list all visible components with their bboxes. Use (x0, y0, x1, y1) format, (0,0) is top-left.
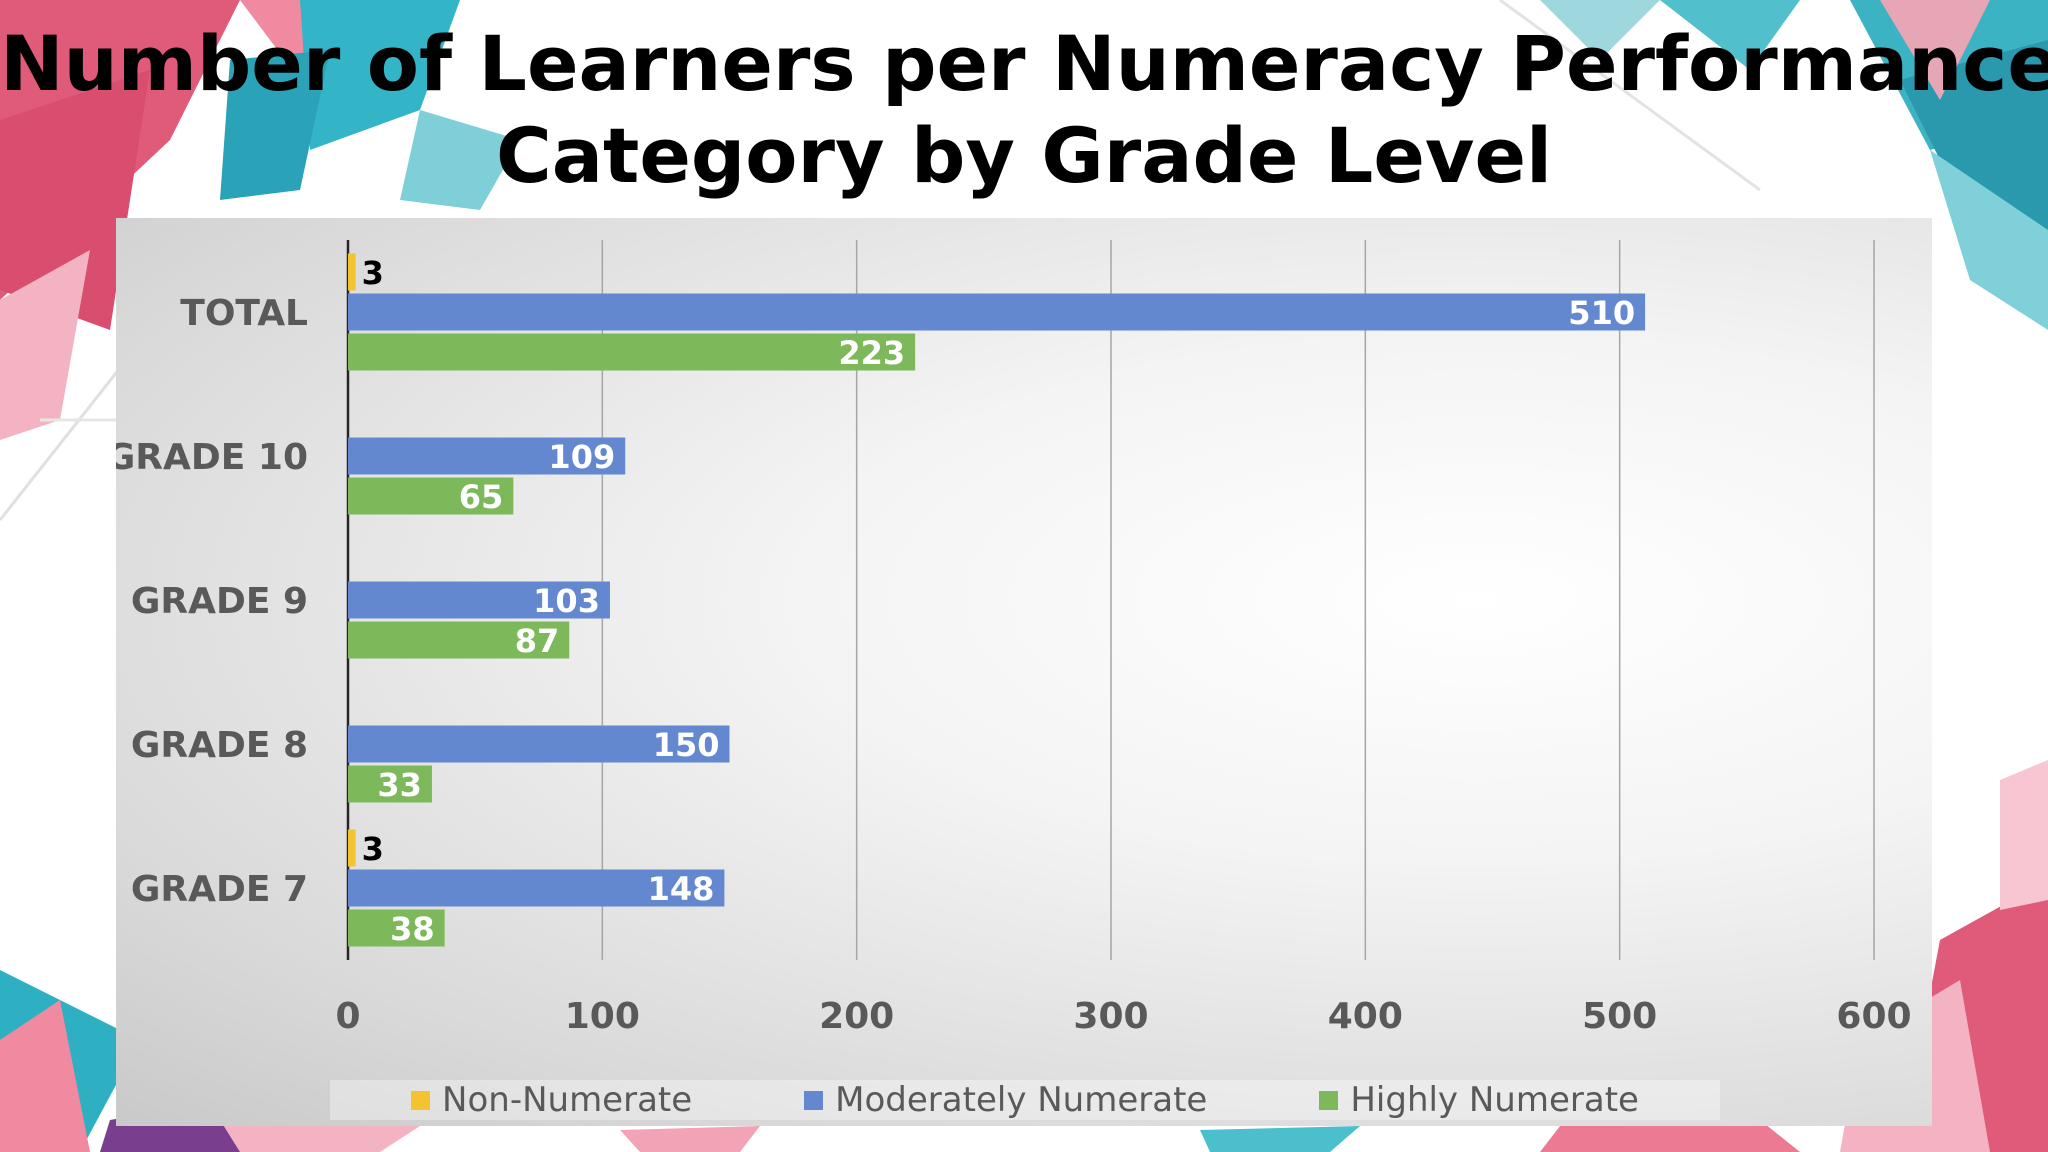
legend-label-non-numerate: Non-Numerate (442, 1080, 693, 1120)
bar-highly-numerate-grade-8 (348, 765, 432, 803)
category-label-grade-7: GRADE 7 (131, 869, 308, 910)
bar-highly-numerate-total (348, 333, 916, 371)
legend-item-non-numerate: Non-Numerate (411, 1080, 692, 1120)
x-tick-label-600: 600 (1836, 996, 1911, 1037)
legend-label-highly-numerate: Highly Numerate (1350, 1080, 1639, 1120)
legend-swatch-non-numerate (411, 1090, 431, 1110)
x-tick-label-500: 500 (1582, 996, 1657, 1037)
legend-item-highly-numerate: Highly Numerate (1319, 1080, 1639, 1120)
data-label-moderately-numerate-grade-8: 150 (653, 726, 720, 764)
data-label-non-numerate-total: 3 (362, 254, 384, 292)
chart-title: Number of Learners per Numeracy Performa… (0, 18, 2048, 202)
data-label-highly-numerate-total: 223 (838, 334, 905, 372)
chart-title-line-1: Number of Learners per Numeracy Performa… (0, 19, 2048, 108)
x-tick-label-200: 200 (819, 996, 894, 1037)
bar-non-numerate-grade-7 (348, 829, 356, 867)
category-label-total: TOTAL (180, 293, 308, 334)
legend-swatch-moderately-numerate (804, 1090, 824, 1110)
bar-highly-numerate-grade-10 (348, 477, 514, 515)
data-label-non-numerate-grade-7: 3 (362, 830, 384, 868)
bar-moderately-numerate-grade-10 (348, 437, 626, 475)
bar-highly-numerate-grade-7 (348, 909, 445, 947)
bar-moderately-numerate-grade-7 (348, 869, 725, 907)
category-label-grade-10: GRADE 10 (116, 437, 308, 478)
data-label-highly-numerate-grade-9: 87 (515, 622, 560, 660)
data-label-highly-numerate-grade-8: 33 (377, 766, 422, 804)
data-label-highly-numerate-grade-10: 65 (459, 478, 504, 516)
data-label-moderately-numerate-grade-7: 148 (648, 870, 715, 908)
category-label-grade-8: GRADE 8 (131, 725, 308, 766)
x-tick-label-400: 400 (1328, 996, 1403, 1037)
chart-legend: Non-Numerate Moderately Numerate Highly … (330, 1080, 1720, 1120)
data-label-moderately-numerate-grade-10: 109 (548, 438, 615, 476)
x-tick-label-0: 0 (335, 996, 360, 1037)
legend-label-moderately-numerate: Moderately Numerate (835, 1080, 1208, 1120)
data-label-moderately-numerate-grade-9: 103 (533, 582, 600, 620)
chart-panel: 0 100 200 300 400 500 600 TOTAL 3 510 223 GRADE 10 1… (116, 218, 1932, 1126)
data-label-highly-numerate-grade-7: 38 (390, 910, 435, 948)
legend-swatch-highly-numerate (1319, 1090, 1339, 1110)
bar-chart: 0 100 200 300 400 500 600 TOTAL 3 510 223 GRADE 10 1… (116, 240, 1912, 1037)
chart-title-line-2: Category by Grade Level (495, 111, 1553, 200)
x-tick-label-300: 300 (1073, 996, 1148, 1037)
legend-item-moderately-numerate: Moderately Numerate (804, 1080, 1207, 1120)
bar-moderately-numerate-grade-9 (348, 581, 610, 619)
bar-highly-numerate-grade-9 (348, 621, 570, 659)
bar-non-numerate-total (348, 253, 356, 291)
bar-moderately-numerate-total (348, 293, 1646, 331)
data-label-moderately-numerate-total: 510 (1568, 294, 1635, 332)
bar-moderately-numerate-grade-8 (348, 725, 730, 763)
category-label-grade-9: GRADE 9 (131, 581, 308, 622)
x-tick-label-100: 100 (565, 996, 640, 1037)
